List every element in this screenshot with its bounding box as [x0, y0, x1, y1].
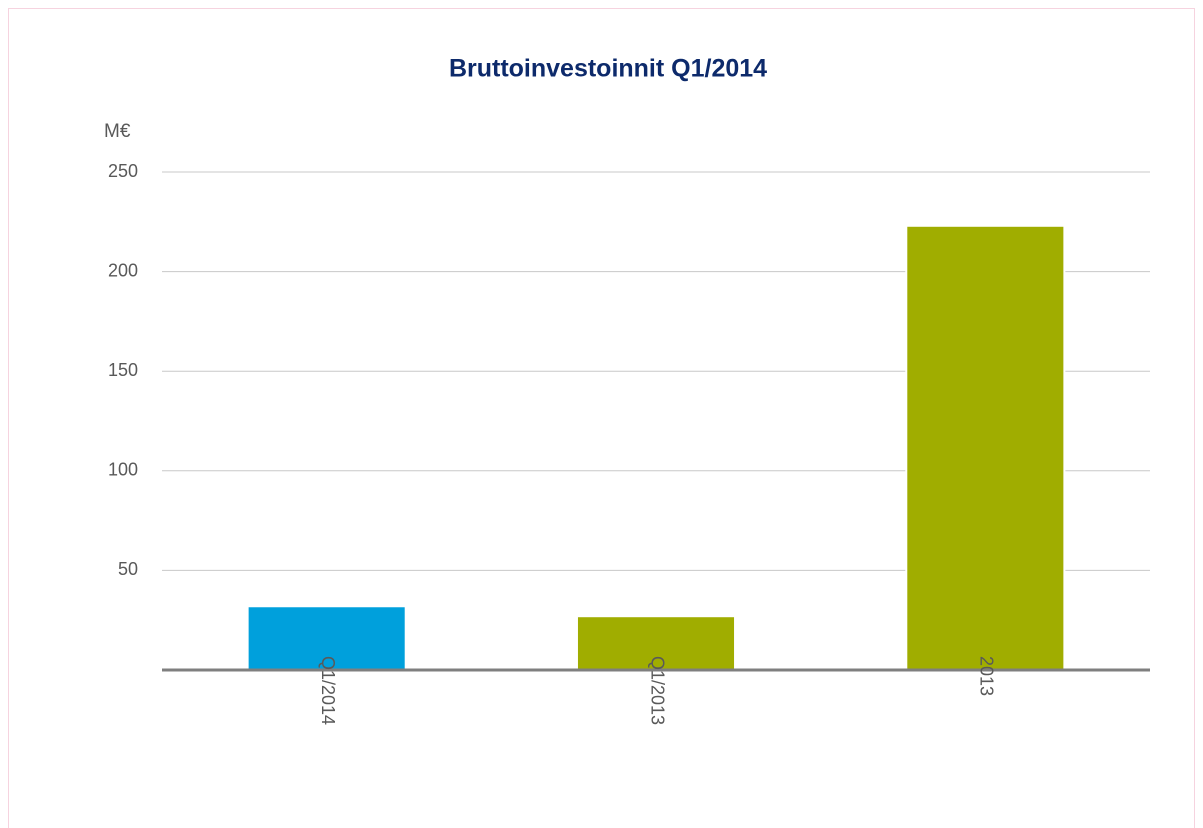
- x-tick-label: Q1/2014: [318, 656, 338, 725]
- x-tick-label: Q1/2013: [647, 656, 667, 725]
- y-tick-label: 100: [108, 460, 138, 480]
- y-tick-label: 250: [108, 161, 138, 181]
- frame: [8, 8, 1195, 828]
- x-tick-label: 2013: [977, 656, 997, 696]
- y-tick-label: 200: [108, 260, 138, 280]
- y-tick-label: 50: [118, 559, 138, 579]
- bar: [905, 224, 1066, 671]
- y-tick-label: 150: [108, 360, 138, 380]
- y-axis-label: M€: [104, 121, 131, 142]
- bar: [575, 615, 737, 672]
- chart-title: Bruttoinvestoinnit Q1/2014: [449, 55, 767, 83]
